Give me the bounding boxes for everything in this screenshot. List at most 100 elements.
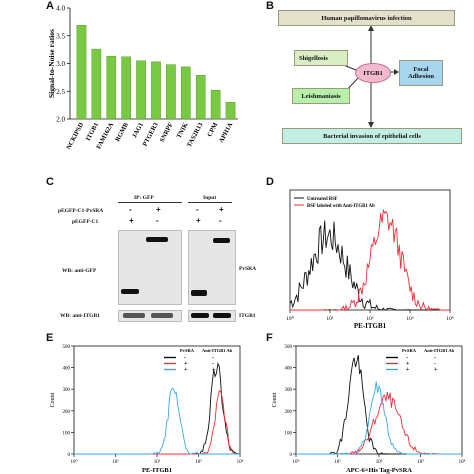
d-legend-entry: BSF labeled with Anti-ITGB1 Ab (307, 204, 375, 209)
plot-frame (295, 345, 463, 455)
flow-histogram-e: 0 100 200 300 400 500 10⁰ 10¹ 10² 10³ 10⁴ Count PE-I… (50, 345, 244, 474)
legend-sign: + (184, 367, 188, 373)
a-y-axis-label: Signal-to-Noise ratios (47, 29, 56, 98)
bar-itgb1 (91, 48, 102, 120)
legend-sign: - (184, 355, 186, 361)
node-bacterial-invasion: Bacterial invasion of epithelial cells (282, 128, 462, 144)
flow-histogram-d: Untreated BSF BSF labeled with Anti-ITGB1… (286, 189, 454, 330)
input-divider (188, 202, 232, 203)
band-input-itgb1-lane1 (191, 313, 209, 318)
band-ip-itgb1-lane1 (123, 313, 145, 318)
histogram-series (74, 387, 240, 455)
panel-f-label: F (266, 332, 273, 344)
legend-header: PvSRA (402, 348, 417, 353)
node-shigellosis: Shigellosis (294, 50, 348, 66)
d-x-tick-label: 10¹ (326, 316, 334, 322)
legend-sign: - (406, 355, 408, 361)
bar-jag1 (136, 60, 146, 120)
d-x-tick-label: 10⁴ (446, 316, 454, 322)
y-tick-label: 400 (285, 367, 293, 372)
d-x-tick-label: 10³ (406, 316, 414, 322)
d-x-tick-label: 10² (366, 316, 374, 322)
d-x-tick-label: 10⁰ (286, 315, 295, 322)
flow-histogram-f: 0 100 200 300 400 500 10⁰ 10¹ 10² 10³ 10⁴ Count APC-… (272, 345, 466, 474)
legend-sign: + (184, 361, 188, 367)
bar-tas2r13 (195, 74, 206, 120)
band-input-itgb1-lane2 (213, 313, 231, 318)
a-x-tick-label: TNIK (176, 122, 190, 140)
x-tick-label: 10¹ (112, 459, 119, 465)
y-tick-label: 200 (285, 410, 293, 415)
transfection-sign: + (196, 216, 201, 225)
wb-anti-gfp-label: WB: anti-GFP (62, 268, 97, 274)
bar-rgmb (121, 56, 132, 120)
a-y-tick-label: 2.0 (56, 116, 65, 124)
histogram-series (296, 381, 462, 455)
panel-d-label: D (266, 176, 274, 188)
a-x-tick-label: NCKIPSD (65, 121, 85, 150)
bar-aph1a (225, 102, 236, 120)
a-y-tick-label: 2.5 (56, 88, 65, 96)
y-tick-label: 0 (68, 453, 71, 458)
y-tick-label: 500 (285, 345, 293, 350)
y-tick-label: 200 (63, 410, 71, 415)
y-tick-label: 100 (285, 431, 293, 436)
x-tick-label: 10² (154, 459, 161, 465)
bar-fam162a (106, 56, 117, 120)
a-y-tick-label: 3.0 (56, 60, 65, 68)
node-itgb1: ITGB1 (355, 63, 391, 83)
a-y-tick-label: 3.5 (56, 32, 65, 40)
legend-sign: - (434, 361, 436, 367)
panel-a-label: A (46, 0, 54, 12)
itgb1-band-label: ITGB1 (239, 313, 256, 319)
band-ip-gfp-lane2 (146, 237, 168, 242)
node-leishmaniasis: Leishmaniasis (292, 88, 350, 104)
panel-c-label: C (46, 176, 54, 188)
band-input-gfp-lane2 (213, 238, 230, 243)
band-ip-itgb1-lane2 (151, 313, 173, 318)
legend-sign: - (212, 355, 214, 361)
legend-header: Anti-ITGB1 Ab (202, 348, 233, 353)
y-tick-label: 400 (63, 367, 71, 372)
bar-snrpf (166, 64, 176, 120)
legend-sign: + (434, 367, 438, 373)
pvsra-band-label: PvSRA (239, 266, 257, 272)
d-legend-entry: Untreated BSF (307, 197, 338, 202)
legend-sign: - (212, 361, 214, 367)
legend-sign: - (434, 355, 436, 361)
legend-header: PvSRA (180, 348, 195, 353)
row-label-pvsra-plasmid: pEGFP-C1-PvSRA (58, 208, 104, 214)
x-tick-label: 10⁴ (237, 459, 244, 465)
transfection-sign: - (156, 216, 159, 225)
input-header: Input (203, 195, 217, 201)
bar-chart: 2.0 2.5 3.0 3.5 4.0 Signal-to-Noise ratios NCK… (47, 5, 238, 151)
transfection-sign: + (129, 216, 134, 225)
a-x-tick-label: ITGB1 (85, 122, 100, 143)
a-y-tick-label: 4.0 (56, 5, 65, 13)
x-tick-label: 10² (376, 459, 383, 465)
legend-header: Anti-ITGB1 Ab (424, 348, 455, 353)
x-tick-label: 10³ (195, 459, 202, 465)
legend-sign: + (406, 367, 410, 373)
y-tick-label: 300 (63, 388, 71, 393)
d-x-axis-label: PE-ITGB1 (354, 322, 387, 330)
transfection-sign: - (196, 205, 199, 214)
node-hpv-infection: Human papillomavirus infection (278, 10, 455, 26)
a-x-tick-label: RGMB (114, 121, 130, 143)
x-tick-label: 10⁴ (459, 459, 466, 465)
histogram-series (74, 389, 240, 455)
plot-frame (73, 345, 241, 455)
histogram-series (296, 391, 462, 455)
node-focal-adhesion: Focal Adhesion (399, 60, 443, 86)
x-axis-label: PE-ITGB1 (142, 467, 172, 474)
row-label-empty-plasmid: pEGFP-C1 (72, 219, 99, 225)
y-axis-label: Count (272, 392, 278, 407)
y-axis-label: Count (50, 392, 56, 407)
a-x-tick-label: APH1A (218, 121, 234, 144)
x-tick-label: 10¹ (334, 459, 341, 465)
wb-anti-itgb1-label: WB: anti-ITGB1 (60, 313, 100, 319)
histogram-series (74, 361, 241, 455)
a-x-tick-label: JAG1 (131, 122, 145, 140)
y-tick-label: 0 (290, 453, 293, 458)
a-x-tick-label: CPM (206, 122, 219, 138)
